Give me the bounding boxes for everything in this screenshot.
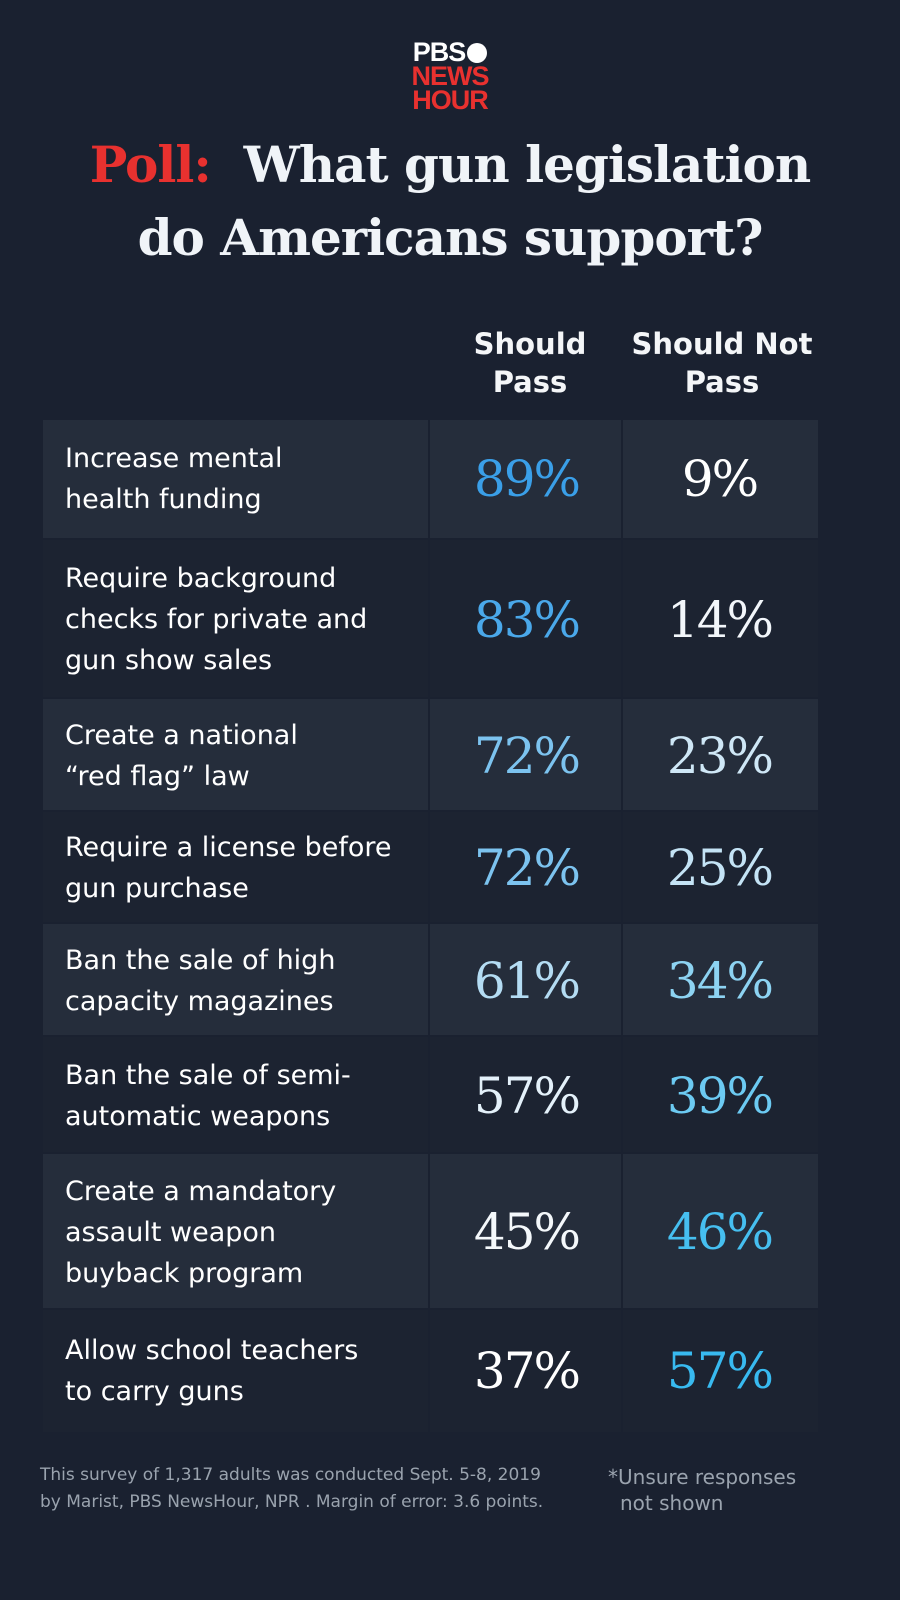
note: *Unsure responses not shown: [608, 1464, 796, 1516]
should-not-pass-cell: 25%: [621, 812, 820, 924]
should-pass-value: 89%: [473, 450, 581, 508]
should-not-pass-cell: 14%: [621, 540, 820, 699]
policy-line: Create a national: [65, 719, 298, 751]
table-row: Allow school teachers to carry guns 37% 57%: [43, 1308, 818, 1432]
should-pass-value: 57%: [473, 1066, 581, 1125]
note-line: not shown: [620, 1491, 724, 1515]
policy-cell: Ban the sale of high capacity magazines: [43, 924, 430, 1037]
policy-cell: Increase mental health funding: [43, 420, 430, 538]
should-not-pass-value: 57%: [666, 1342, 774, 1400]
policy-line: checks for private and: [65, 604, 368, 635]
header-line: Pass: [684, 365, 760, 399]
header-line: Pass: [492, 365, 568, 399]
title-text: What gun legislation: [243, 135, 812, 194]
should-pass-cell: 72%: [428, 812, 623, 924]
policy-line: to carry guns: [65, 1376, 244, 1407]
source-line: This survey of 1,317 adults was conducte…: [40, 1465, 541, 1485]
policy-line: Require background: [65, 563, 337, 594]
policy-cell: Ban the sale of semi-automatic weapons: [43, 1037, 430, 1154]
should-not-pass-value: 39%: [666, 1066, 774, 1125]
policy-line: Increase mental: [65, 443, 283, 474]
logo-news: NEWS: [411, 61, 490, 91]
should-pass-cell: 72%: [428, 699, 623, 812]
policy-line: Ban the sale of high: [65, 944, 336, 976]
table-row: Create a mandatory assault weapon buyback …: [43, 1152, 818, 1310]
should-pass-cell: 57%: [428, 1037, 623, 1154]
policy-cell: Create a mandatory assault weapon buyback …: [43, 1154, 430, 1310]
policy-line: gun show sales: [65, 645, 273, 676]
policy-cell: Allow school teachers to carry guns: [43, 1310, 430, 1432]
table-row: Require background checks for private and…: [43, 538, 818, 699]
should-not-pass-cell: 34%: [621, 924, 820, 1037]
table-row: Ban the sale of high capacity magazines 61…: [43, 922, 818, 1037]
header-line: Should Not: [631, 327, 813, 361]
policy-cell: Require background checks for private and…: [43, 540, 430, 699]
policy-line: Allow school teachers: [65, 1335, 359, 1366]
policy-line: capacity magazines: [65, 985, 334, 1017]
logo-icon: [467, 43, 488, 63]
policy-line: gun purchase: [65, 873, 249, 904]
should-pass-cell: 45%: [428, 1154, 623, 1310]
table-row: Ban the sale of semi-automatic weapons 57…: [43, 1035, 818, 1154]
source: This survey of 1,317 adults was conducte…: [40, 1462, 543, 1516]
should-pass-value: 61%: [473, 951, 581, 1010]
should-pass-value: 45%: [473, 1203, 581, 1261]
table-row: Create a national “red flag” law 72% 23%: [43, 697, 818, 812]
column-header: Should Not Pass: [622, 325, 822, 401]
should-not-pass-cell: 46%: [621, 1154, 820, 1310]
should-not-pass-value: 25%: [666, 839, 774, 897]
should-pass-value: 37%: [473, 1342, 581, 1400]
title-line: do Americans support?: [0, 208, 900, 267]
should-pass-value: 72%: [473, 839, 581, 897]
policy-cell: Require a license before gun purchase: [43, 812, 430, 924]
should-pass-cell: 37%: [428, 1310, 623, 1432]
policy-line: buyback program: [65, 1257, 304, 1289]
should-pass-cell: 83%: [428, 540, 623, 699]
policy-line: health funding: [65, 484, 262, 515]
logo: PBS NEWS HOUR: [0, 37, 900, 115]
title-line: Poll: What gun legislation: [0, 135, 900, 194]
should-not-pass-cell: 9%: [621, 420, 820, 538]
should-pass-value: 83%: [473, 590, 581, 649]
table-row: Increase mental health funding 89% 9%: [43, 420, 818, 538]
should-not-pass-value: 46%: [666, 1203, 774, 1261]
should-not-pass-value: 9%: [681, 450, 759, 508]
header-line: Should: [473, 327, 587, 361]
column-header: Should Pass: [430, 325, 630, 401]
should-pass-value: 72%: [473, 726, 581, 785]
policy-line: Require a license before: [65, 832, 392, 863]
policy-cell: Create a national “red flag” law: [43, 699, 430, 812]
should-not-pass-value: 23%: [666, 726, 774, 785]
should-not-pass-value: 14%: [666, 590, 774, 649]
table-row: Require a license before gun purchase 72% 2…: [43, 810, 818, 924]
should-not-pass-cell: 39%: [621, 1037, 820, 1154]
should-not-pass-cell: 23%: [621, 699, 820, 812]
should-not-pass-value: 34%: [666, 951, 774, 1010]
title-text: do Americans support?: [137, 208, 764, 267]
source-line: by Marist, PBS NewsHour, NPR . Margin of…: [40, 1492, 544, 1512]
logo-hour: HOUR: [412, 85, 489, 115]
should-pass-cell: 61%: [428, 924, 623, 1037]
policy-line: automatic weapons: [65, 1100, 331, 1132]
policy-line: Ban the sale of semi-: [65, 1059, 351, 1091]
should-not-pass-cell: 57%: [621, 1310, 820, 1432]
policy-line: “red flag” law: [65, 760, 250, 792]
policy-line: Create a mandatory: [65, 1175, 337, 1207]
note-line: *Unsure responses: [608, 1465, 797, 1489]
policy-line: assault weapon: [65, 1216, 277, 1248]
title-lead: Poll:: [89, 135, 212, 194]
logo-pbs: PBS: [412, 37, 467, 67]
should-pass-cell: 89%: [428, 420, 623, 538]
